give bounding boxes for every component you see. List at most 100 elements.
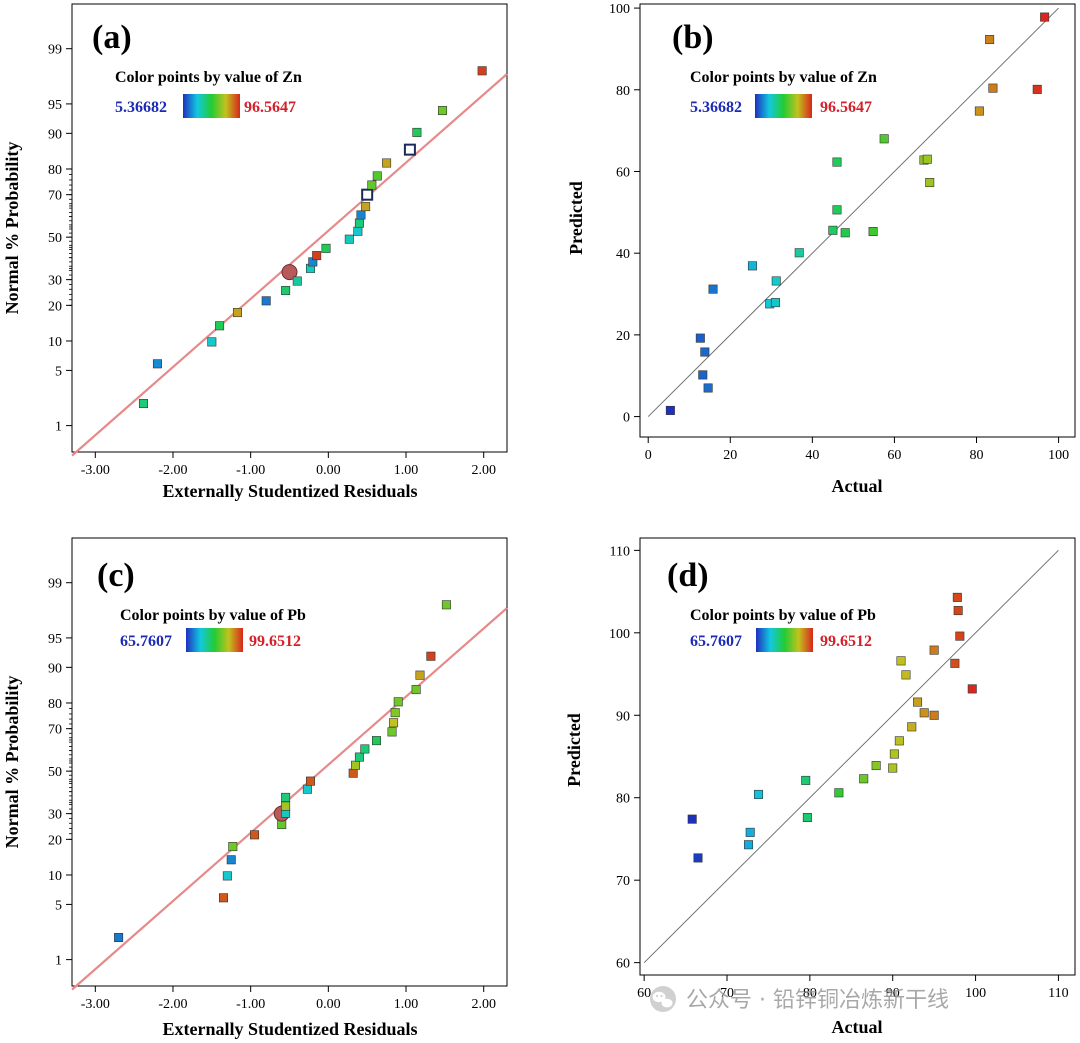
y-tick-label: 20 [48,833,62,848]
data-point [868,227,878,237]
x-tick-label: -1.00 [236,997,265,1012]
y-axis-label: Predicted [564,713,584,787]
y-tick-label: 110 [610,544,630,559]
data-point [665,405,675,415]
y-tick-label: 20 [616,329,630,344]
legend-max-value: 99.6512 [820,633,872,650]
data-point [360,744,370,754]
panel-a-normal-plot-zn: -3.00 -2.00 -1.00 0.00 1.00 2.00 1 5 10 20 30 50 70 8… [2,3,508,501]
data-point [794,248,804,258]
data-point [138,399,148,409]
data-point [351,760,361,770]
data-point [859,774,869,784]
data-point [354,218,364,228]
legend-title: Color points by value of Zn [690,69,877,86]
data-point [871,761,881,771]
data-point [441,600,451,610]
data-point [393,697,403,707]
data-point [312,251,322,261]
x-tick-label: 20 [723,448,737,463]
data-point [832,157,842,167]
y-tick-label: 0 [623,411,630,426]
y-axis-label: Normal % Probability [2,676,22,849]
y-tick-label: 99 [48,43,62,58]
data-point [828,225,838,235]
data-point [888,763,898,773]
data-point [950,658,960,668]
legend-max-value: 96.5647 [244,99,296,116]
y-tick-label: 40 [616,247,630,262]
plot-frame [71,537,508,987]
y-tick-label: 30 [48,274,62,289]
data-point [348,768,358,778]
y-tick-label: 1 [55,954,62,969]
data-point [802,813,812,823]
data-point [305,776,315,786]
data-point [281,801,291,811]
x-tick-label: 100 [965,986,986,1001]
y-tick-label: 50 [48,231,62,246]
data-point [901,670,911,680]
data-point [389,718,399,728]
data-point [1040,12,1050,22]
panel-label: (b) [672,19,714,56]
data-point [371,736,381,746]
data-point [771,276,781,286]
y-tick-label: 100 [609,627,630,642]
data-point [770,298,780,308]
x-tick-label: 70 [720,986,734,1001]
data-point [226,855,236,865]
data-point [372,171,382,181]
hollow-point [403,143,416,156]
legend-min-value: 65.7607 [690,633,742,650]
y-tick-label: 70 [48,723,62,738]
y-tick-label: 80 [48,697,62,712]
data-point [321,243,331,253]
x-tick-label: 60 [637,986,651,1001]
panel-label: (d) [667,557,709,594]
x-tick-label: 2.00 [471,997,496,1012]
data-point [894,736,904,746]
y-tick-label: 1 [55,420,62,435]
y-tick-label: 10 [48,869,62,884]
data-point [390,708,400,718]
legend-colorbar [183,94,240,118]
data-point [382,158,392,168]
data-point [687,814,697,824]
data-point [700,347,710,357]
data-point [922,154,932,164]
data-point [879,134,889,144]
y-tick-label: 60 [616,165,630,180]
y-tick-label: 90 [48,661,62,676]
x-tick-label: -3.00 [81,463,110,478]
data-point [834,788,844,798]
x-tick-label: -2.00 [158,997,187,1012]
hollow-point [361,188,374,201]
x-tick-label: 0.00 [316,997,341,1012]
data-point [261,296,271,306]
x-tick-label: -2.00 [158,463,187,478]
data-point [840,228,850,238]
y-tick-label: 5 [55,898,62,913]
highlight-point [281,264,298,281]
data-point [415,670,425,680]
y-tick-label: 100 [609,2,630,17]
data-point [744,840,754,850]
data-point [745,827,755,837]
data-point [367,180,377,190]
x-tick-label: -3.00 [81,997,110,1012]
reference-line [647,7,1059,417]
panel-d-predicted-vs-actual-pb: 60 70 80 90 100 110 60 70 80 90 100 110 (d) Color poi… [564,537,1076,1037]
data-point [703,383,713,393]
data-point [832,205,842,215]
x-tick-label: 80 [970,448,984,463]
data-point [919,708,929,718]
legend-min-value: 5.36682 [690,99,742,116]
y-tick-label: 30 [48,808,62,823]
y-tick-label: 60 [616,957,630,972]
x-tick-label: 100 [1048,448,1069,463]
x-axis-label: Actual [832,1017,883,1037]
data-point [913,697,923,707]
y-tick-label: 70 [48,189,62,204]
wechat-icon [650,986,676,1012]
